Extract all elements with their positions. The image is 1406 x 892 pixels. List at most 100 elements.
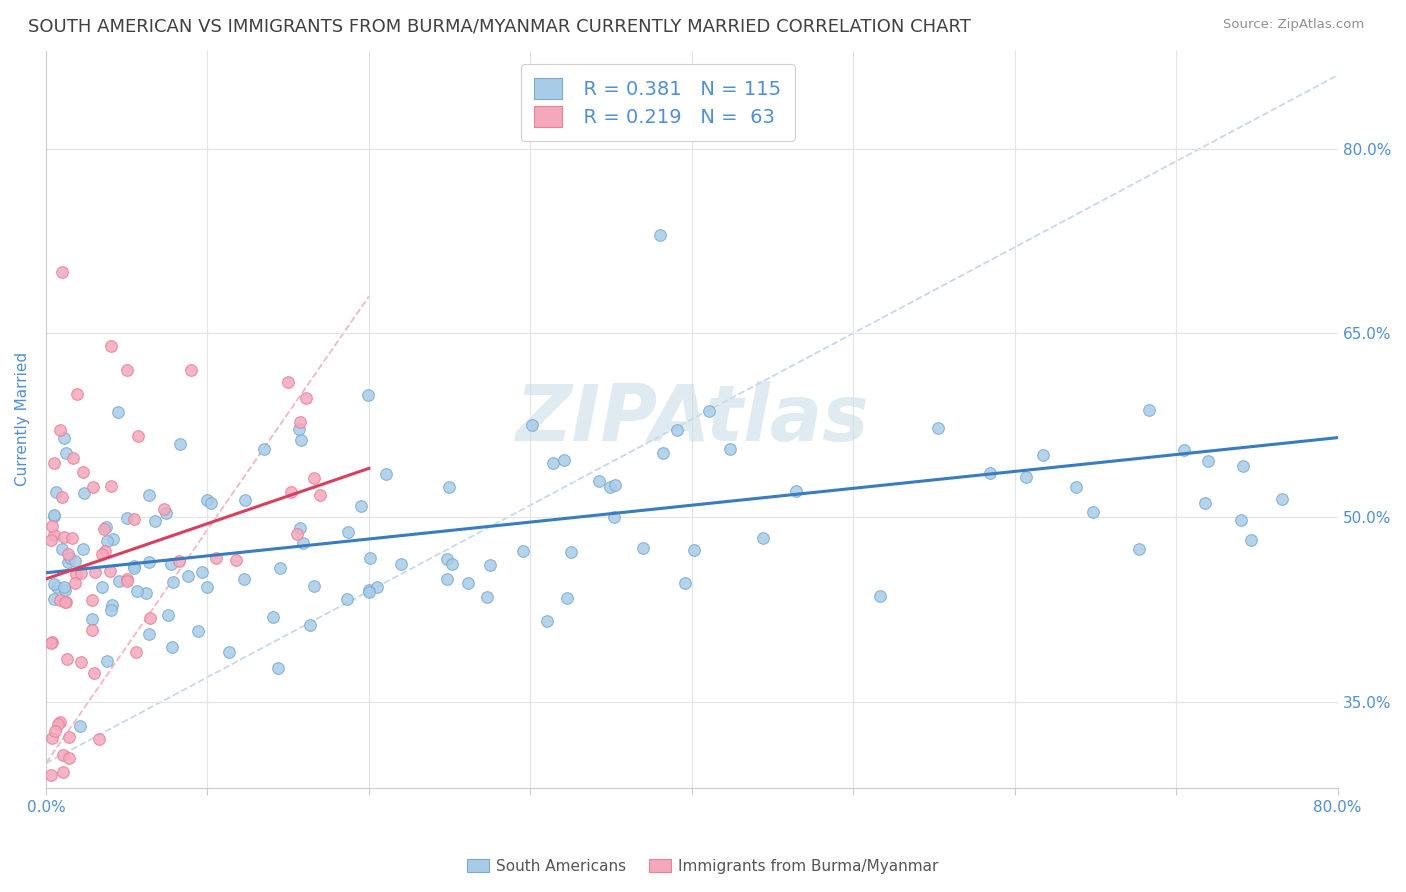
Point — [436, 572, 458, 586]
Point — [53, 595, 76, 609]
Point — [648, 227, 671, 242]
Point — [1232, 458, 1254, 473]
Point — [42, 591, 65, 606]
Point — [186, 624, 208, 638]
Point — [45, 581, 67, 595]
Point — [253, 442, 276, 456]
Point — [63, 554, 86, 568]
Point — [357, 388, 380, 402]
Point — [555, 591, 578, 605]
Point — [56, 547, 79, 561]
Point — [309, 488, 332, 502]
Point — [177, 569, 200, 583]
Point — [605, 478, 627, 492]
Point — [336, 591, 359, 606]
Point — [55, 595, 77, 609]
Point — [337, 524, 360, 539]
Point — [115, 572, 138, 586]
Point — [65, 566, 87, 581]
Point — [51, 491, 73, 505]
Point — [1015, 470, 1038, 484]
Point — [39, 636, 62, 650]
Legend:   R = 0.381   N = 115,   R = 0.219   N =  63: R = 0.381 N = 115, R = 0.219 N = 63 — [520, 64, 794, 141]
Point — [135, 586, 157, 600]
Point — [288, 422, 311, 436]
Point — [72, 465, 94, 479]
Point — [82, 479, 104, 493]
Point — [927, 421, 949, 435]
Point — [475, 590, 498, 604]
Point — [56, 555, 79, 569]
Point — [979, 466, 1001, 480]
Point — [49, 715, 72, 730]
Point — [94, 544, 117, 558]
Point — [53, 530, 76, 544]
Point — [205, 551, 228, 566]
Point — [869, 589, 891, 603]
Text: SOUTH AMERICAN VS IMMIGRANTS FROM BURMA/MYANMAR CURRENTLY MARRIED CORRELATION CH: SOUTH AMERICAN VS IMMIGRANTS FROM BURMA/… — [28, 18, 972, 36]
Point — [1240, 533, 1263, 547]
Point — [72, 542, 94, 557]
Point — [41, 635, 63, 649]
Point — [218, 645, 240, 659]
Point — [122, 561, 145, 575]
Point — [162, 574, 184, 589]
Point — [389, 557, 412, 571]
Point — [159, 557, 181, 571]
Point — [302, 471, 325, 485]
Point — [288, 521, 311, 535]
Point — [49, 423, 72, 437]
Point — [1230, 513, 1253, 527]
Point — [62, 450, 84, 465]
Point — [52, 748, 75, 763]
Point — [1064, 479, 1087, 493]
Point — [93, 522, 115, 536]
Point — [82, 623, 104, 637]
Point — [44, 724, 66, 739]
Point — [101, 532, 124, 546]
Point — [366, 580, 388, 594]
Point — [69, 566, 91, 580]
Point — [122, 558, 145, 573]
Point — [512, 544, 534, 558]
Point — [100, 338, 122, 352]
Point — [115, 511, 138, 525]
Point — [666, 424, 689, 438]
Point — [651, 446, 673, 460]
Point — [1128, 541, 1150, 556]
Point — [138, 488, 160, 502]
Point — [262, 610, 284, 624]
Point — [673, 575, 696, 590]
Point — [45, 484, 67, 499]
Point — [718, 442, 741, 456]
Point — [277, 376, 299, 390]
Point — [100, 564, 122, 578]
Legend: South Americans, Immigrants from Burma/Myanmar: South Americans, Immigrants from Burma/M… — [461, 853, 945, 880]
Point — [167, 554, 190, 568]
Point — [127, 428, 149, 442]
Point — [560, 545, 582, 559]
Point — [46, 717, 69, 731]
Point — [155, 506, 177, 520]
Point — [267, 661, 290, 675]
Point — [191, 565, 214, 579]
Point — [44, 456, 66, 470]
Point — [374, 467, 396, 481]
Point — [553, 452, 575, 467]
Point — [138, 555, 160, 569]
Point — [599, 481, 621, 495]
Point — [122, 512, 145, 526]
Point — [436, 551, 458, 566]
Text: Source: ZipAtlas.com: Source: ZipAtlas.com — [1223, 18, 1364, 31]
Point — [108, 574, 131, 588]
Point — [440, 557, 463, 571]
Point — [290, 433, 312, 447]
Point — [139, 611, 162, 625]
Point — [100, 479, 122, 493]
Point — [53, 431, 76, 445]
Point — [522, 418, 544, 433]
Point — [1173, 443, 1195, 458]
Point — [69, 719, 91, 733]
Point — [56, 652, 79, 666]
Point — [1194, 496, 1216, 510]
